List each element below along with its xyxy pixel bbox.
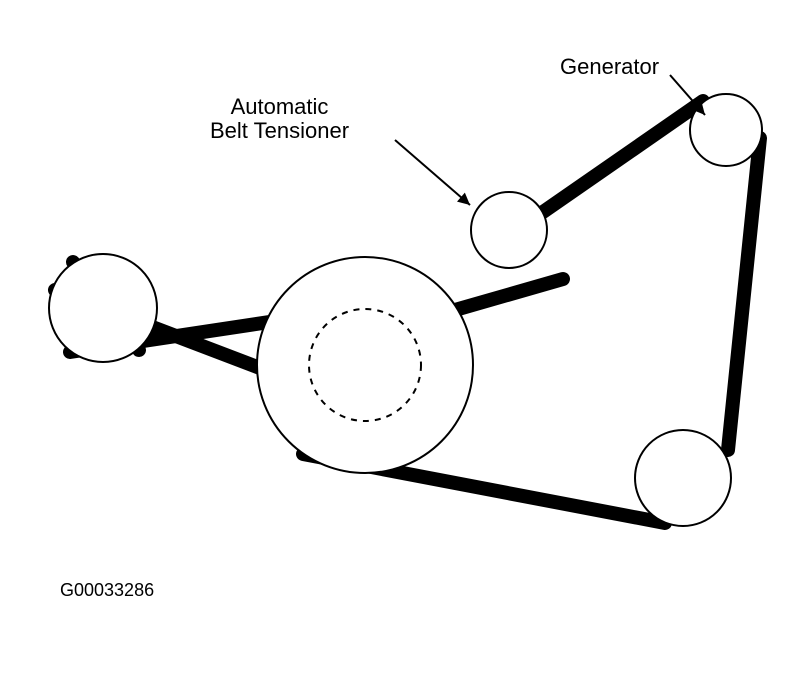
generator-label-text: Generator xyxy=(560,54,659,79)
generator-label: Generator xyxy=(560,55,659,79)
pulley-crank_outer xyxy=(257,257,473,473)
tensioner-label: Automatic Belt Tensioner xyxy=(210,95,349,143)
pulley-lower_right xyxy=(635,430,731,526)
image-id-label: G00033286 xyxy=(60,580,154,601)
pulley-tensioner xyxy=(471,192,547,268)
image-id-text: G00033286 xyxy=(60,580,154,600)
tensioner-label-line2: Belt Tensioner xyxy=(210,118,349,143)
tensioner-label-line1: Automatic xyxy=(231,94,329,119)
pulley-left_idler xyxy=(49,254,157,362)
